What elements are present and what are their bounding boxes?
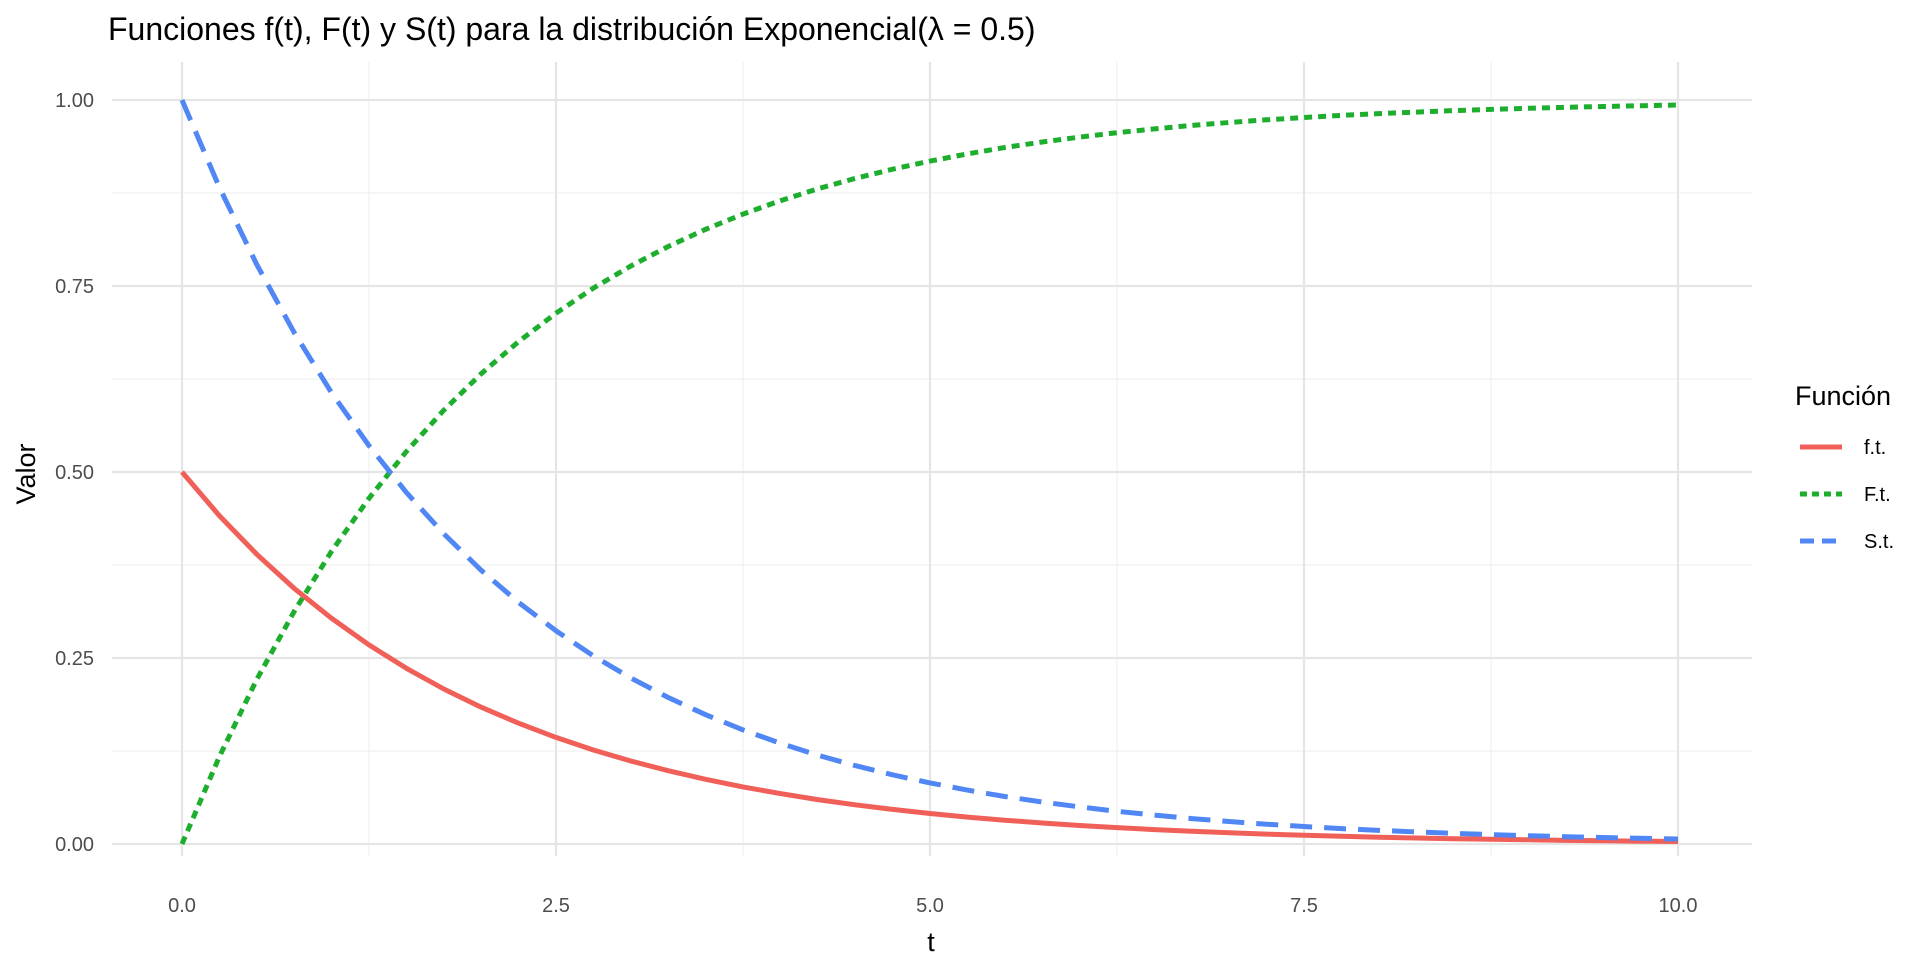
legend: Función f.t. F.t. S.t. xyxy=(1795,381,1894,553)
x-tick-label: 10.0 xyxy=(1659,895,1698,917)
y-axis-title: Valor xyxy=(11,443,41,504)
series-line-st xyxy=(179,99,1679,842)
legend-title: Función xyxy=(1795,381,1891,411)
legend-label: f.t. xyxy=(1864,437,1886,459)
series-line-ft xyxy=(179,102,1679,845)
x-tick-label: 0.0 xyxy=(168,895,196,917)
minor-gridlines xyxy=(112,62,1752,856)
chart-title: Funciones f(t), F(t) y S(t) para la dist… xyxy=(108,11,1035,47)
major-gridlines xyxy=(112,62,1752,856)
legend-items: f.t. F.t. S.t. xyxy=(1800,437,1894,553)
y-tick-label: 1.00 xyxy=(55,90,94,112)
x-tick-label: 7.5 xyxy=(1290,895,1318,917)
legend-label: S.t. xyxy=(1864,531,1894,553)
x-tick-label: 2.5 xyxy=(542,895,570,917)
series-line-ft xyxy=(180,470,1679,844)
y-tick-label: 0.50 xyxy=(55,462,94,484)
y-tick-label: 0.75 xyxy=(55,276,94,298)
y-tick-label: 0.25 xyxy=(55,648,94,670)
x-axis-tick-labels: 0.0 2.5 5.0 7.5 10.0 xyxy=(168,895,1697,917)
series-lines xyxy=(179,99,1679,845)
x-axis-title: t xyxy=(927,927,935,957)
x-tick-label: 5.0 xyxy=(916,895,944,917)
y-axis-tick-labels: 0.00 0.25 0.50 0.75 1.00 xyxy=(55,90,94,856)
legend-label: F.t. xyxy=(1864,484,1891,506)
y-tick-label: 0.00 xyxy=(55,834,94,856)
